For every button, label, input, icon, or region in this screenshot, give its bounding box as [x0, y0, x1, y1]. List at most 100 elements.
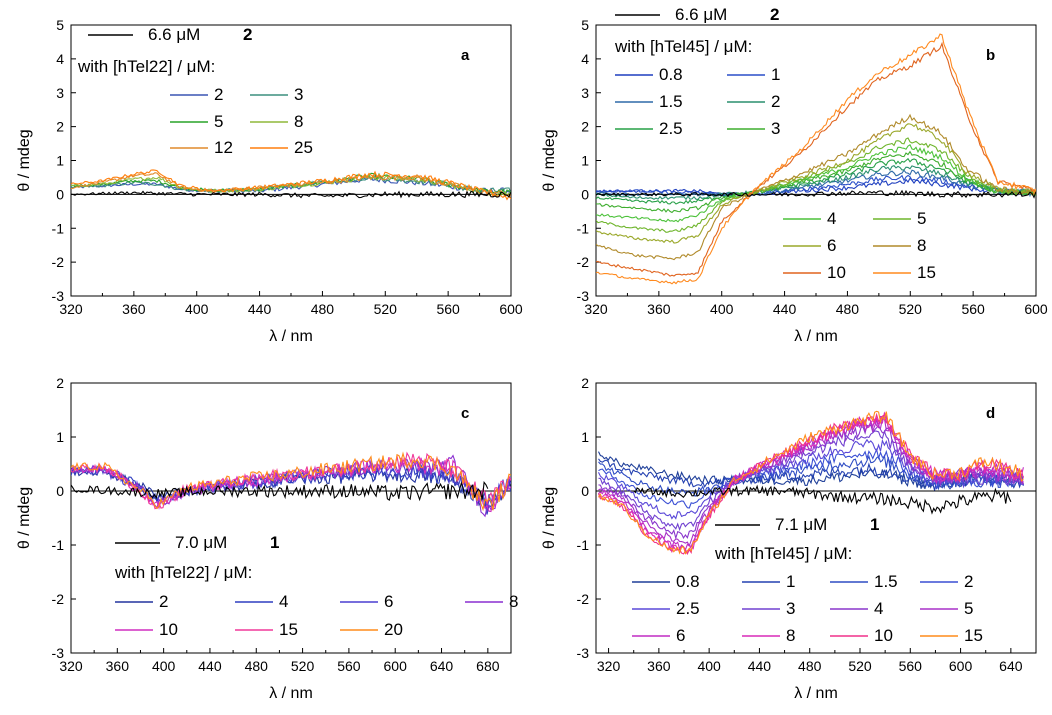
x-axis-label: λ / nm [269, 685, 313, 702]
legend-entry-label: 1.5 [874, 572, 898, 591]
x-tick-label: 520 [374, 301, 398, 317]
legend-entry-label: 8 [509, 592, 518, 611]
y-axis-label: θ / mdeg [541, 129, 558, 191]
series-line [596, 33, 1036, 285]
legend-reference-compound: 1 [870, 515, 879, 534]
y-axis-label: θ / mdeg [16, 129, 33, 191]
series-line [71, 465, 511, 511]
x-tick-label: 680 [476, 658, 500, 674]
legend-entry-label: 5 [214, 112, 223, 131]
x-tick-label: 480 [245, 658, 269, 674]
x-tick-label: 600 [384, 658, 408, 674]
legend: 6.6 μM 2 with [hTel22] / μM: 2 3 5 8 12 25 [77, 25, 313, 157]
legend-entry-label: 20 [384, 620, 403, 639]
legend-reference-conc: 6.6 μM [148, 25, 200, 44]
y-tick-label: 0 [56, 186, 64, 202]
series-line [598, 410, 1024, 555]
y-tick-label: 1 [56, 153, 64, 169]
x-tick-label: 480 [798, 658, 822, 674]
y-tick-label: 5 [56, 17, 64, 33]
y-tick-label: -3 [577, 288, 590, 304]
legend-entry-label: 8 [786, 626, 795, 645]
series-line [71, 169, 511, 201]
series-line [71, 457, 511, 513]
chart-panel-b: 320 360 400 440 480 520 560 600 -3 -2 -1 0 1 2 3 4 5 λ / … [541, 5, 1048, 345]
x-tick-label: 560 [436, 301, 460, 317]
legend-entry-label: 8 [294, 112, 303, 131]
legend-header: with [hTel22] / μM: [77, 57, 215, 76]
x-tick-label: 600 [1024, 301, 1048, 317]
legend-header: with [hTel22] / μM: [114, 563, 252, 582]
legend-entry-label: 15 [279, 620, 298, 639]
legend-entry-label: 5 [964, 599, 973, 618]
legend-entry-label: 2 [159, 592, 168, 611]
legend-entry-label: 2 [771, 92, 780, 111]
y-tick-label: 1 [581, 429, 589, 445]
legend-reference-compound: 1 [270, 533, 279, 552]
legend-entry-label: 10 [159, 620, 178, 639]
x-tick-label: 520 [848, 658, 872, 674]
x-tick-label: 400 [697, 658, 721, 674]
y-tick-label: 5 [581, 17, 589, 33]
x-tick-label: 480 [311, 301, 335, 317]
legend-entry-label: 2.5 [676, 599, 700, 618]
y-tick-label: 2 [56, 375, 64, 391]
legend-entry-label: 5 [917, 209, 926, 228]
y-tick-label: 2 [581, 119, 589, 135]
legend-reference-conc: 7.0 μM [175, 533, 227, 552]
series-line [596, 150, 1036, 214]
legend-entry-label: 10 [874, 626, 893, 645]
y-tick-label: -2 [52, 254, 65, 270]
x-axis-label: λ / nm [794, 328, 838, 345]
legend-entry-label: 1.5 [659, 92, 683, 111]
series-line [596, 123, 1036, 244]
x-tick-label: 480 [836, 301, 860, 317]
x-tick-label: 440 [248, 301, 272, 317]
panel-label: b [986, 47, 995, 64]
series-line [598, 414, 1024, 551]
legend-entry-label: 6 [676, 626, 685, 645]
x-tick-label: 320 [59, 301, 83, 317]
x-tick-label: 520 [291, 658, 315, 674]
x-tick-label: 320 [584, 301, 608, 317]
x-tick-label: 440 [773, 301, 797, 317]
legend-entry-label: 3 [771, 119, 780, 138]
x-axis-label: λ / nm [269, 328, 313, 345]
series-line [71, 190, 511, 199]
x-tick-label: 400 [185, 301, 209, 317]
y-tick-label: 0 [56, 483, 64, 499]
series-line [598, 417, 1024, 548]
y-tick-label: 1 [581, 153, 589, 169]
series-line [71, 451, 511, 512]
plot-frame [70, 382, 512, 654]
x-tick-label: 600 [499, 301, 523, 317]
y-tick-label: 3 [56, 85, 64, 101]
legend-reference-compound: 2 [243, 25, 252, 44]
x-tick-label: 320 [597, 658, 621, 674]
series-line [596, 113, 1036, 261]
legend-entry-label: 3 [786, 599, 795, 618]
x-tick-label: 400 [152, 658, 176, 674]
x-tick-label: 360 [647, 301, 671, 317]
x-tick-label: 600 [949, 658, 973, 674]
legend-entry-label: 2 [964, 572, 973, 591]
panel-label: d [986, 405, 995, 422]
y-tick-label: 0 [581, 483, 589, 499]
legend-entry-label: 2.5 [659, 119, 683, 138]
legend-reference-conc: 7.1 μM [775, 515, 827, 534]
legend-entry-label: 10 [827, 263, 846, 282]
series-line [71, 460, 511, 511]
series-line [71, 480, 489, 502]
y-tick-label: 4 [56, 51, 64, 67]
legend-header: with [hTel45] / μM: [714, 544, 852, 563]
x-tick-label: 560 [337, 658, 361, 674]
y-axis-label: θ / mdeg [16, 487, 33, 549]
legend-entry-label: 15 [964, 626, 983, 645]
y-tick-label: 2 [581, 375, 589, 391]
legend: 6.6 μM 2 with [hTel45] / μM: 0.8 1 1.5 2 2.5 3 4 5… [614, 5, 936, 282]
x-tick-label: 560 [899, 658, 923, 674]
panel-label: c [461, 405, 469, 422]
y-tick-label: 4 [581, 51, 589, 67]
legend: 7.0 μM 1 with [hTel22] / μM: 2 4 6 8 10 15 20 [114, 533, 518, 639]
